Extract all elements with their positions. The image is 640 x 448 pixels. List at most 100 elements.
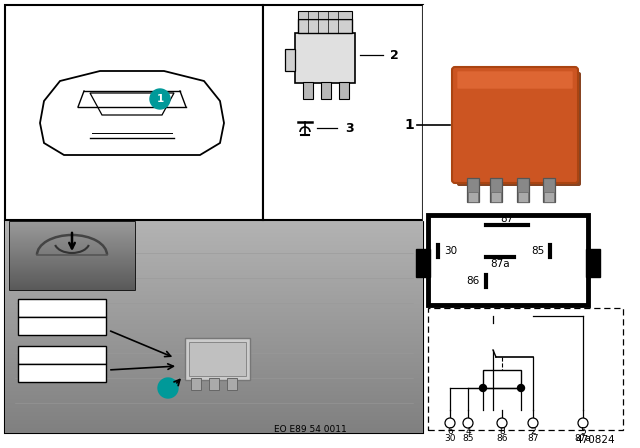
Bar <box>5 392 423 393</box>
Bar <box>5 294 423 295</box>
Bar <box>5 345 423 346</box>
Bar <box>5 245 423 246</box>
Bar <box>5 311 423 312</box>
Bar <box>5 271 423 272</box>
Bar <box>5 432 423 433</box>
Text: 4: 4 <box>465 426 471 435</box>
Bar <box>10 260 135 261</box>
Bar <box>5 257 423 258</box>
Bar <box>5 361 423 362</box>
Text: 87a: 87a <box>490 259 510 269</box>
Bar <box>5 307 423 308</box>
Bar <box>5 319 423 320</box>
Bar <box>10 257 135 258</box>
Bar <box>5 402 423 403</box>
Bar <box>5 248 423 249</box>
Bar <box>5 305 423 306</box>
Bar <box>5 413 423 414</box>
Bar <box>5 238 423 239</box>
Bar <box>10 271 135 272</box>
Bar <box>468 192 478 202</box>
Bar <box>5 243 423 244</box>
Bar <box>5 262 423 263</box>
Bar <box>10 275 135 276</box>
Bar <box>5 424 423 425</box>
Bar <box>10 282 135 283</box>
Bar <box>5 346 423 347</box>
Bar <box>5 427 423 428</box>
Bar <box>5 234 423 235</box>
Bar <box>5 265 423 266</box>
Circle shape <box>150 89 170 109</box>
Text: 87a: 87a <box>575 434 591 443</box>
Bar <box>10 285 135 286</box>
Bar <box>10 238 135 239</box>
Bar <box>5 347 423 348</box>
Bar <box>5 225 423 226</box>
Bar <box>467 178 479 202</box>
Bar <box>5 335 423 336</box>
Bar <box>5 417 423 418</box>
Bar <box>5 315 423 316</box>
Bar <box>5 251 423 252</box>
Bar <box>5 421 423 422</box>
Bar <box>5 369 423 370</box>
Bar <box>5 306 423 307</box>
Bar <box>5 317 423 318</box>
Bar <box>5 249 423 250</box>
Bar <box>5 224 423 225</box>
Text: 3: 3 <box>345 121 354 134</box>
Bar <box>10 244 135 245</box>
Bar <box>10 264 135 265</box>
Bar <box>5 350 423 351</box>
Bar <box>10 276 135 277</box>
Text: 1: 1 <box>164 383 172 393</box>
Bar <box>5 261 423 262</box>
Bar <box>5 242 423 243</box>
Bar <box>10 235 135 236</box>
Bar <box>5 247 423 248</box>
Bar <box>5 285 423 286</box>
Bar <box>5 250 423 251</box>
Bar <box>5 246 423 247</box>
Bar <box>5 287 423 288</box>
Bar <box>5 236 423 237</box>
Bar <box>5 423 423 424</box>
Bar <box>5 276 423 277</box>
Bar <box>5 302 423 303</box>
Bar <box>5 340 423 341</box>
Bar <box>10 242 135 243</box>
Bar <box>5 394 423 395</box>
Bar <box>10 228 135 229</box>
Bar <box>10 262 135 263</box>
Bar <box>5 412 423 413</box>
Bar <box>5 351 423 352</box>
Bar <box>189 342 246 376</box>
Bar <box>5 422 423 423</box>
Bar <box>10 259 135 260</box>
Bar <box>5 327 423 328</box>
Bar <box>5 297 423 298</box>
Bar <box>5 374 423 375</box>
Bar <box>5 403 423 404</box>
Bar <box>5 355 423 356</box>
Bar <box>5 326 423 327</box>
Bar <box>5 405 423 406</box>
Bar <box>5 370 423 371</box>
Bar <box>5 358 423 359</box>
Bar <box>5 318 423 319</box>
Bar <box>5 288 423 289</box>
Bar <box>5 295 423 296</box>
Bar <box>10 252 135 253</box>
Bar <box>5 352 423 353</box>
Bar <box>5 409 423 410</box>
Bar <box>5 282 423 283</box>
Bar <box>285 49 295 71</box>
Bar <box>5 221 423 433</box>
Bar <box>5 308 423 309</box>
Text: X501: X501 <box>48 321 76 331</box>
Bar <box>5 400 423 401</box>
FancyBboxPatch shape <box>457 72 581 186</box>
Bar <box>483 370 521 388</box>
Bar <box>10 234 135 235</box>
